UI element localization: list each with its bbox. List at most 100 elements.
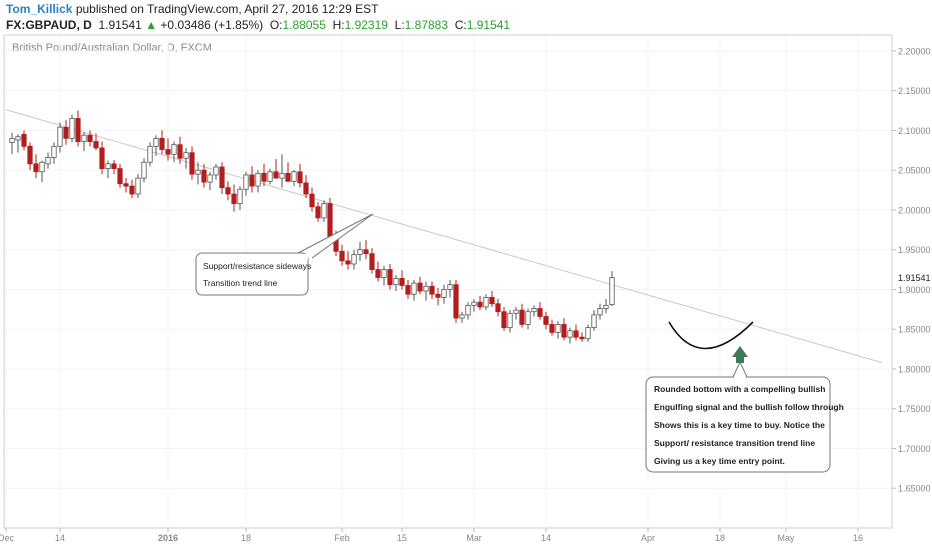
candle-body-down xyxy=(345,260,351,265)
candle-body-up xyxy=(555,324,561,333)
candle xyxy=(513,306,519,320)
candle xyxy=(591,310,597,331)
author-link[interactable]: Tom_Killick xyxy=(6,2,73,16)
callout-joint xyxy=(294,254,308,260)
candle-body-down xyxy=(435,293,441,298)
candle-body-down xyxy=(165,149,171,155)
candle xyxy=(387,264,393,290)
candle xyxy=(321,200,327,222)
candle xyxy=(15,134,21,153)
candle-body-up xyxy=(411,282,417,295)
close-value: 1.91541 xyxy=(466,18,511,32)
candle-body-up xyxy=(393,277,399,286)
candle-body-up xyxy=(39,161,45,173)
candles-group xyxy=(9,110,615,344)
candle xyxy=(411,279,417,301)
candle xyxy=(21,130,27,151)
support-resistance-callout[interactable]: Support/resistance sideways Transition t… xyxy=(195,213,374,296)
symbol-label: FX:GBPAUD, D xyxy=(6,18,92,32)
candle xyxy=(309,187,315,212)
candle-body-down xyxy=(273,171,279,179)
x-tick-label: 2016 xyxy=(158,533,178,543)
candle-body-up xyxy=(465,304,471,316)
candle-body-down xyxy=(219,166,225,189)
candle xyxy=(429,281,435,299)
rounded-bottom-callout[interactable]: Rounded bottom with a compelling bullish… xyxy=(645,360,844,473)
last-price-bg xyxy=(893,270,931,285)
y-tick-label: 2.00000 xyxy=(898,205,931,215)
y-tick-label: 1.75000 xyxy=(898,404,931,414)
candle xyxy=(99,141,105,175)
candle xyxy=(123,178,129,193)
candle-body-down xyxy=(261,172,267,182)
candle xyxy=(33,154,39,179)
candle-body-down xyxy=(387,269,393,286)
candle-body-up xyxy=(603,304,609,309)
candle xyxy=(459,311,465,323)
candle-body-up xyxy=(57,126,63,147)
candle-body-up xyxy=(585,327,591,340)
candle xyxy=(105,160,111,179)
x-tick-label: May xyxy=(777,533,795,543)
candle xyxy=(57,122,63,153)
candle xyxy=(339,244,345,266)
candle-body-down xyxy=(87,134,93,142)
candle xyxy=(435,287,441,306)
candle-body-down xyxy=(549,324,555,333)
chart-title: British Pound/Australian Dollar, D, FXCM xyxy=(12,42,212,54)
candle xyxy=(213,163,219,180)
candle xyxy=(231,184,237,212)
candle xyxy=(417,276,423,295)
candle xyxy=(63,120,69,145)
candle-body-up xyxy=(291,171,297,182)
candle-body-down xyxy=(405,285,411,295)
candle xyxy=(351,249,357,270)
candle-body-up xyxy=(525,311,531,325)
candle xyxy=(165,138,171,161)
candle-body-down xyxy=(369,253,375,270)
x-tick-label: 14 xyxy=(541,533,551,543)
x-tick-label: 16 xyxy=(853,533,863,543)
candle xyxy=(549,319,555,336)
candle xyxy=(501,306,507,331)
candle-body-up xyxy=(351,254,357,265)
candle xyxy=(27,142,33,171)
candle xyxy=(255,170,261,193)
y-axis: 2.20000 2.15000 2.10000 2.05000 2.00000 1.950… xyxy=(892,46,931,494)
candle-body-up xyxy=(357,249,363,255)
x-tick-label: 15 xyxy=(397,533,407,543)
candle-body-down xyxy=(225,187,231,195)
y-tick-label: 2.05000 xyxy=(898,166,931,176)
candle xyxy=(141,158,147,183)
callout-line-4: Support/ resistance transition trend lin… xyxy=(654,438,815,448)
candle xyxy=(567,327,573,344)
x-tick-label: Apr xyxy=(641,533,655,543)
candle xyxy=(561,318,567,341)
callout-line-3: Shows this is a key time to buy. Notice … xyxy=(654,420,825,430)
candle-body-up xyxy=(171,144,177,155)
candle xyxy=(9,132,15,155)
candle-body-up xyxy=(237,188,243,204)
candle-body-up xyxy=(483,297,489,308)
candle xyxy=(609,271,615,307)
candle xyxy=(81,132,87,152)
callout-pointer xyxy=(297,213,374,259)
candle xyxy=(87,130,93,147)
candle xyxy=(375,261,381,282)
candle-body-up xyxy=(105,163,111,169)
callout-joint xyxy=(734,376,746,379)
candle xyxy=(285,162,291,183)
candle-body-down xyxy=(501,311,507,329)
candle-body-up xyxy=(45,157,51,165)
candle-body-up xyxy=(609,277,615,305)
candle xyxy=(483,294,489,311)
candle-body-up xyxy=(471,301,477,306)
candle xyxy=(195,162,201,185)
x-tick-label: 18 xyxy=(241,533,251,543)
candle-body-up xyxy=(567,330,573,338)
candle-body-down xyxy=(159,137,165,150)
candle-body-down xyxy=(429,285,435,295)
candle xyxy=(45,152,51,169)
candle xyxy=(153,135,159,156)
